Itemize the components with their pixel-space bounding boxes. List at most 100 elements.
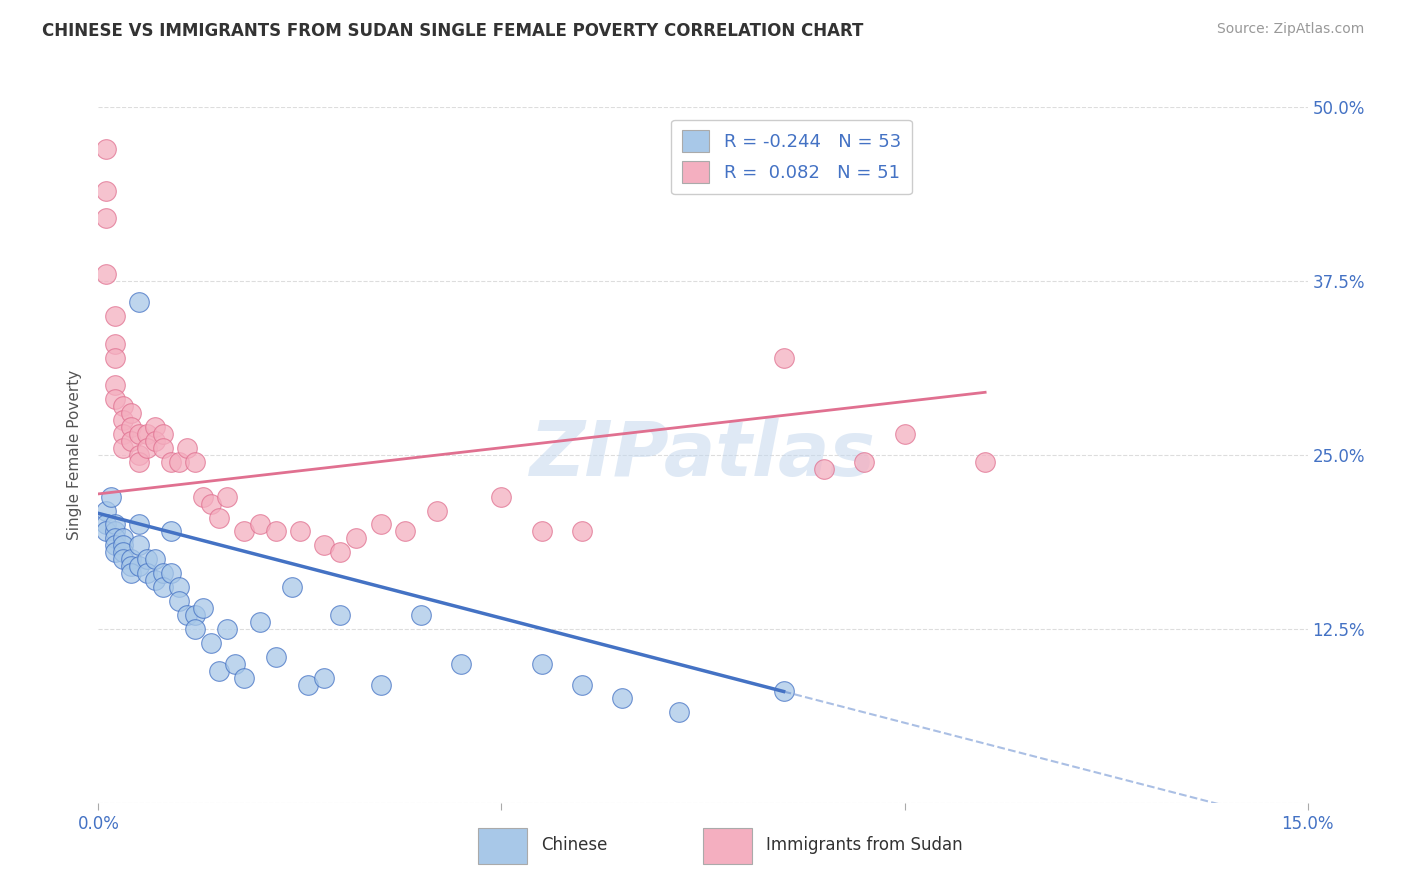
Point (530, 657, 553, 671)
Point (813, 462, 835, 476)
Point (143, 420, 166, 434)
Point (111, 545, 134, 559)
Point (217, 490, 239, 504)
Point (167, 455, 190, 469)
Text: Chinese: Chinese (541, 837, 607, 855)
Text: ZIPatlas: ZIPatlas (530, 418, 876, 491)
Point (111, 427, 134, 442)
Point (111, 399, 134, 413)
Point (853, 455, 876, 469)
Legend: R = -0.244   N = 53, R =  0.082   N = 51: R = -0.244 N = 53, R = 0.082 N = 51 (671, 120, 911, 194)
Point (103, 392, 125, 407)
Point (370, 517, 392, 532)
Point (128, 517, 150, 532)
Point (120, 420, 142, 434)
Point (143, 434, 166, 448)
Point (297, 677, 319, 691)
Point (111, 532, 134, 546)
Point (128, 427, 150, 442)
Point (111, 538, 134, 552)
Point (103, 517, 125, 532)
Point (103, 532, 125, 546)
Point (120, 406, 142, 420)
Point (103, 309, 125, 323)
Point (409, 607, 432, 622)
Point (135, 441, 157, 455)
Point (103, 524, 125, 539)
Point (100, 490, 122, 504)
Point (264, 649, 287, 664)
Point (208, 510, 231, 524)
Point (120, 552, 142, 566)
Point (96, 184, 118, 198)
Point (103, 336, 125, 351)
Point (571, 677, 593, 691)
Point (344, 532, 367, 546)
Point (111, 441, 134, 455)
Point (96, 142, 118, 156)
Point (167, 580, 190, 594)
Point (96, 517, 118, 532)
Point (111, 413, 134, 427)
Point (491, 490, 513, 504)
Text: Source: ZipAtlas.com: Source: ZipAtlas.com (1216, 22, 1364, 37)
Point (96, 524, 118, 539)
Point (96, 211, 118, 226)
Point (224, 657, 246, 671)
Point (184, 622, 207, 636)
Point (200, 497, 222, 511)
Point (208, 664, 231, 678)
Point (193, 601, 215, 615)
Point (217, 622, 239, 636)
Point (160, 566, 183, 581)
Point (232, 524, 254, 539)
Point (120, 566, 142, 581)
Text: CHINESE VS IMMIGRANTS FROM SUDAN SINGLE FEMALE POVERTY CORRELATION CHART: CHINESE VS IMMIGRANTS FROM SUDAN SINGLE … (42, 22, 863, 40)
Point (111, 552, 134, 566)
Point (103, 378, 125, 392)
Point (96, 503, 118, 517)
Point (772, 684, 794, 698)
Point (314, 538, 336, 552)
Point (160, 524, 183, 539)
Point (530, 524, 553, 539)
Point (143, 573, 166, 587)
Point (128, 455, 150, 469)
Point (772, 351, 794, 365)
Point (128, 538, 150, 552)
Point (103, 545, 125, 559)
FancyBboxPatch shape (703, 828, 752, 863)
Point (167, 594, 190, 608)
Point (135, 566, 157, 581)
Point (152, 580, 174, 594)
Point (143, 552, 166, 566)
Point (120, 559, 142, 574)
Point (249, 615, 271, 629)
Point (329, 545, 352, 559)
Point (103, 351, 125, 365)
Point (160, 455, 183, 469)
Point (128, 294, 150, 309)
Point (612, 691, 634, 706)
Point (394, 524, 416, 539)
Point (668, 706, 690, 720)
Point (249, 517, 271, 532)
Point (571, 524, 593, 539)
Point (152, 566, 174, 581)
Point (176, 607, 198, 622)
Point (450, 657, 472, 671)
Point (184, 607, 207, 622)
Point (370, 677, 392, 691)
Point (314, 671, 336, 685)
Point (974, 455, 997, 469)
Point (135, 552, 157, 566)
Point (193, 490, 215, 504)
Point (152, 427, 174, 442)
Point (893, 427, 915, 442)
Point (128, 559, 150, 574)
Point (120, 434, 142, 448)
Point (232, 671, 254, 685)
Point (128, 448, 150, 462)
Point (135, 427, 157, 442)
FancyBboxPatch shape (478, 828, 527, 863)
